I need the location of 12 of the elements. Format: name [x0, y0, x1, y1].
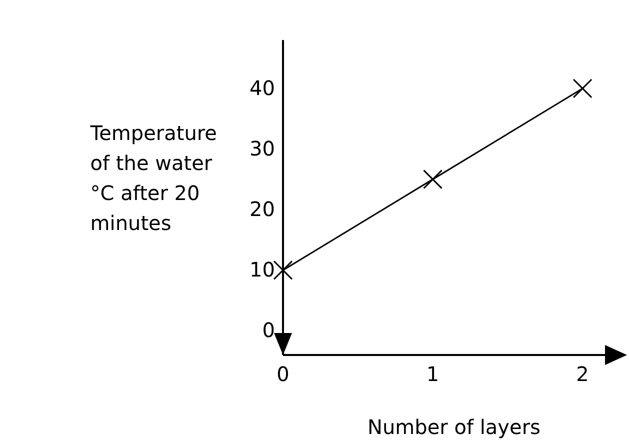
y-tick-label: 40	[250, 76, 275, 100]
y-tick-label: 30	[250, 136, 275, 160]
x-tick-label: 2	[576, 362, 589, 386]
x-axis-title: Number of layers	[368, 415, 540, 439]
y-axis-title: Temperature of the water °C after 20 minutes	[89, 121, 217, 235]
y-tick-label: 0	[262, 318, 275, 342]
point	[572, 78, 592, 98]
point	[423, 170, 443, 190]
x-tick-label: 1	[426, 362, 440, 386]
y-tick-label: 10	[250, 258, 275, 282]
y-tick-label: 20	[250, 197, 275, 222]
point	[273, 260, 293, 280]
